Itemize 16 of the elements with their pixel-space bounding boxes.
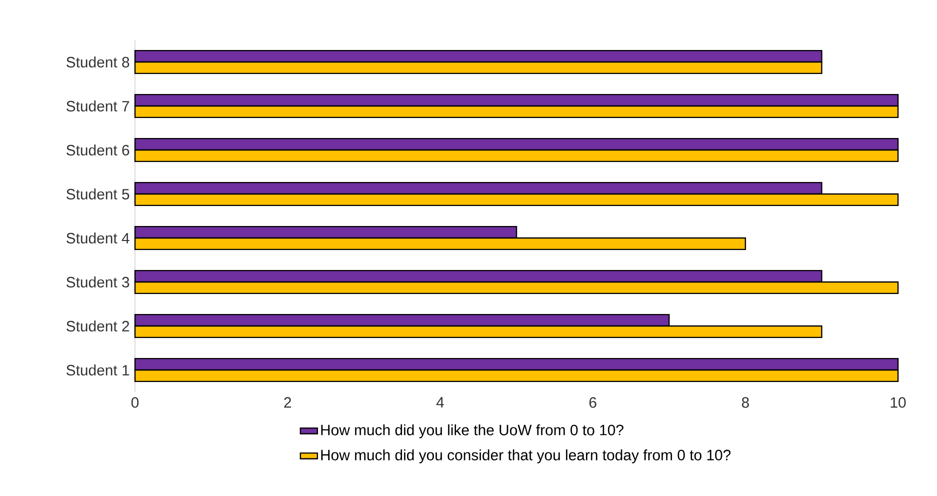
y-tick-label: Student 2 xyxy=(66,320,130,332)
legend-label: How much did you like the UoW from 0 to 10? xyxy=(321,424,624,438)
y-tick-label: Student 6 xyxy=(66,144,130,156)
y-tick-label: Student 3 xyxy=(66,276,130,288)
x-tick-label: 0 xyxy=(131,397,139,408)
x-tick-label: 2 xyxy=(284,397,292,408)
x-tick-label: 6 xyxy=(589,397,596,408)
legend-label: How much did you consider that you learn today from 0 to 10? xyxy=(321,449,731,464)
x-tick-label: 8 xyxy=(742,397,749,408)
x-tick-label: 10 xyxy=(890,397,906,408)
y-tick-label: Student 1 xyxy=(66,364,130,376)
y-tick-label: Student 5 xyxy=(66,188,130,200)
x-tick-label: 4 xyxy=(436,397,444,408)
y-tick-label: Student 4 xyxy=(66,232,130,244)
y-tick-label: Student 8 xyxy=(66,56,130,68)
y-tick-label: Student 7 xyxy=(66,100,130,112)
